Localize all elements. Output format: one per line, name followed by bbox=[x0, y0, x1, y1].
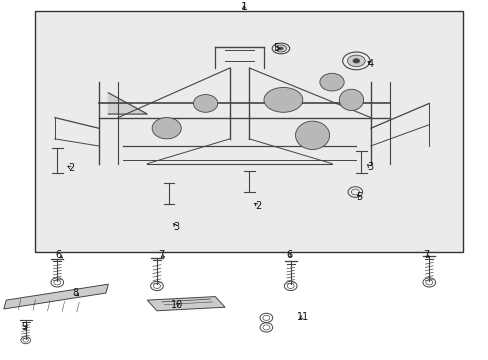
Text: 11: 11 bbox=[296, 312, 308, 322]
Text: 5: 5 bbox=[272, 44, 279, 54]
Text: 3: 3 bbox=[366, 162, 372, 172]
Ellipse shape bbox=[339, 89, 363, 111]
Text: 10: 10 bbox=[171, 300, 183, 310]
Text: 7: 7 bbox=[422, 250, 428, 260]
Bar bbox=[35, 11, 462, 252]
Text: 5: 5 bbox=[356, 192, 362, 202]
Ellipse shape bbox=[347, 55, 365, 67]
Polygon shape bbox=[108, 93, 147, 114]
Ellipse shape bbox=[152, 118, 181, 139]
Ellipse shape bbox=[278, 47, 283, 50]
Text: 8: 8 bbox=[73, 288, 79, 298]
Ellipse shape bbox=[352, 59, 359, 63]
Ellipse shape bbox=[319, 73, 344, 91]
Text: 4: 4 bbox=[367, 59, 373, 69]
Text: 6: 6 bbox=[285, 250, 292, 260]
Ellipse shape bbox=[275, 45, 286, 52]
Text: 7: 7 bbox=[158, 250, 163, 260]
Text: 6: 6 bbox=[56, 250, 61, 260]
Ellipse shape bbox=[295, 121, 329, 149]
Text: 2: 2 bbox=[254, 201, 261, 211]
Text: 3: 3 bbox=[173, 222, 179, 233]
Text: 9: 9 bbox=[21, 323, 28, 332]
Polygon shape bbox=[147, 297, 224, 311]
Text: 2: 2 bbox=[68, 163, 74, 173]
Polygon shape bbox=[4, 284, 108, 309]
Ellipse shape bbox=[193, 95, 217, 112]
Ellipse shape bbox=[264, 87, 302, 112]
Text: 1: 1 bbox=[241, 2, 247, 12]
